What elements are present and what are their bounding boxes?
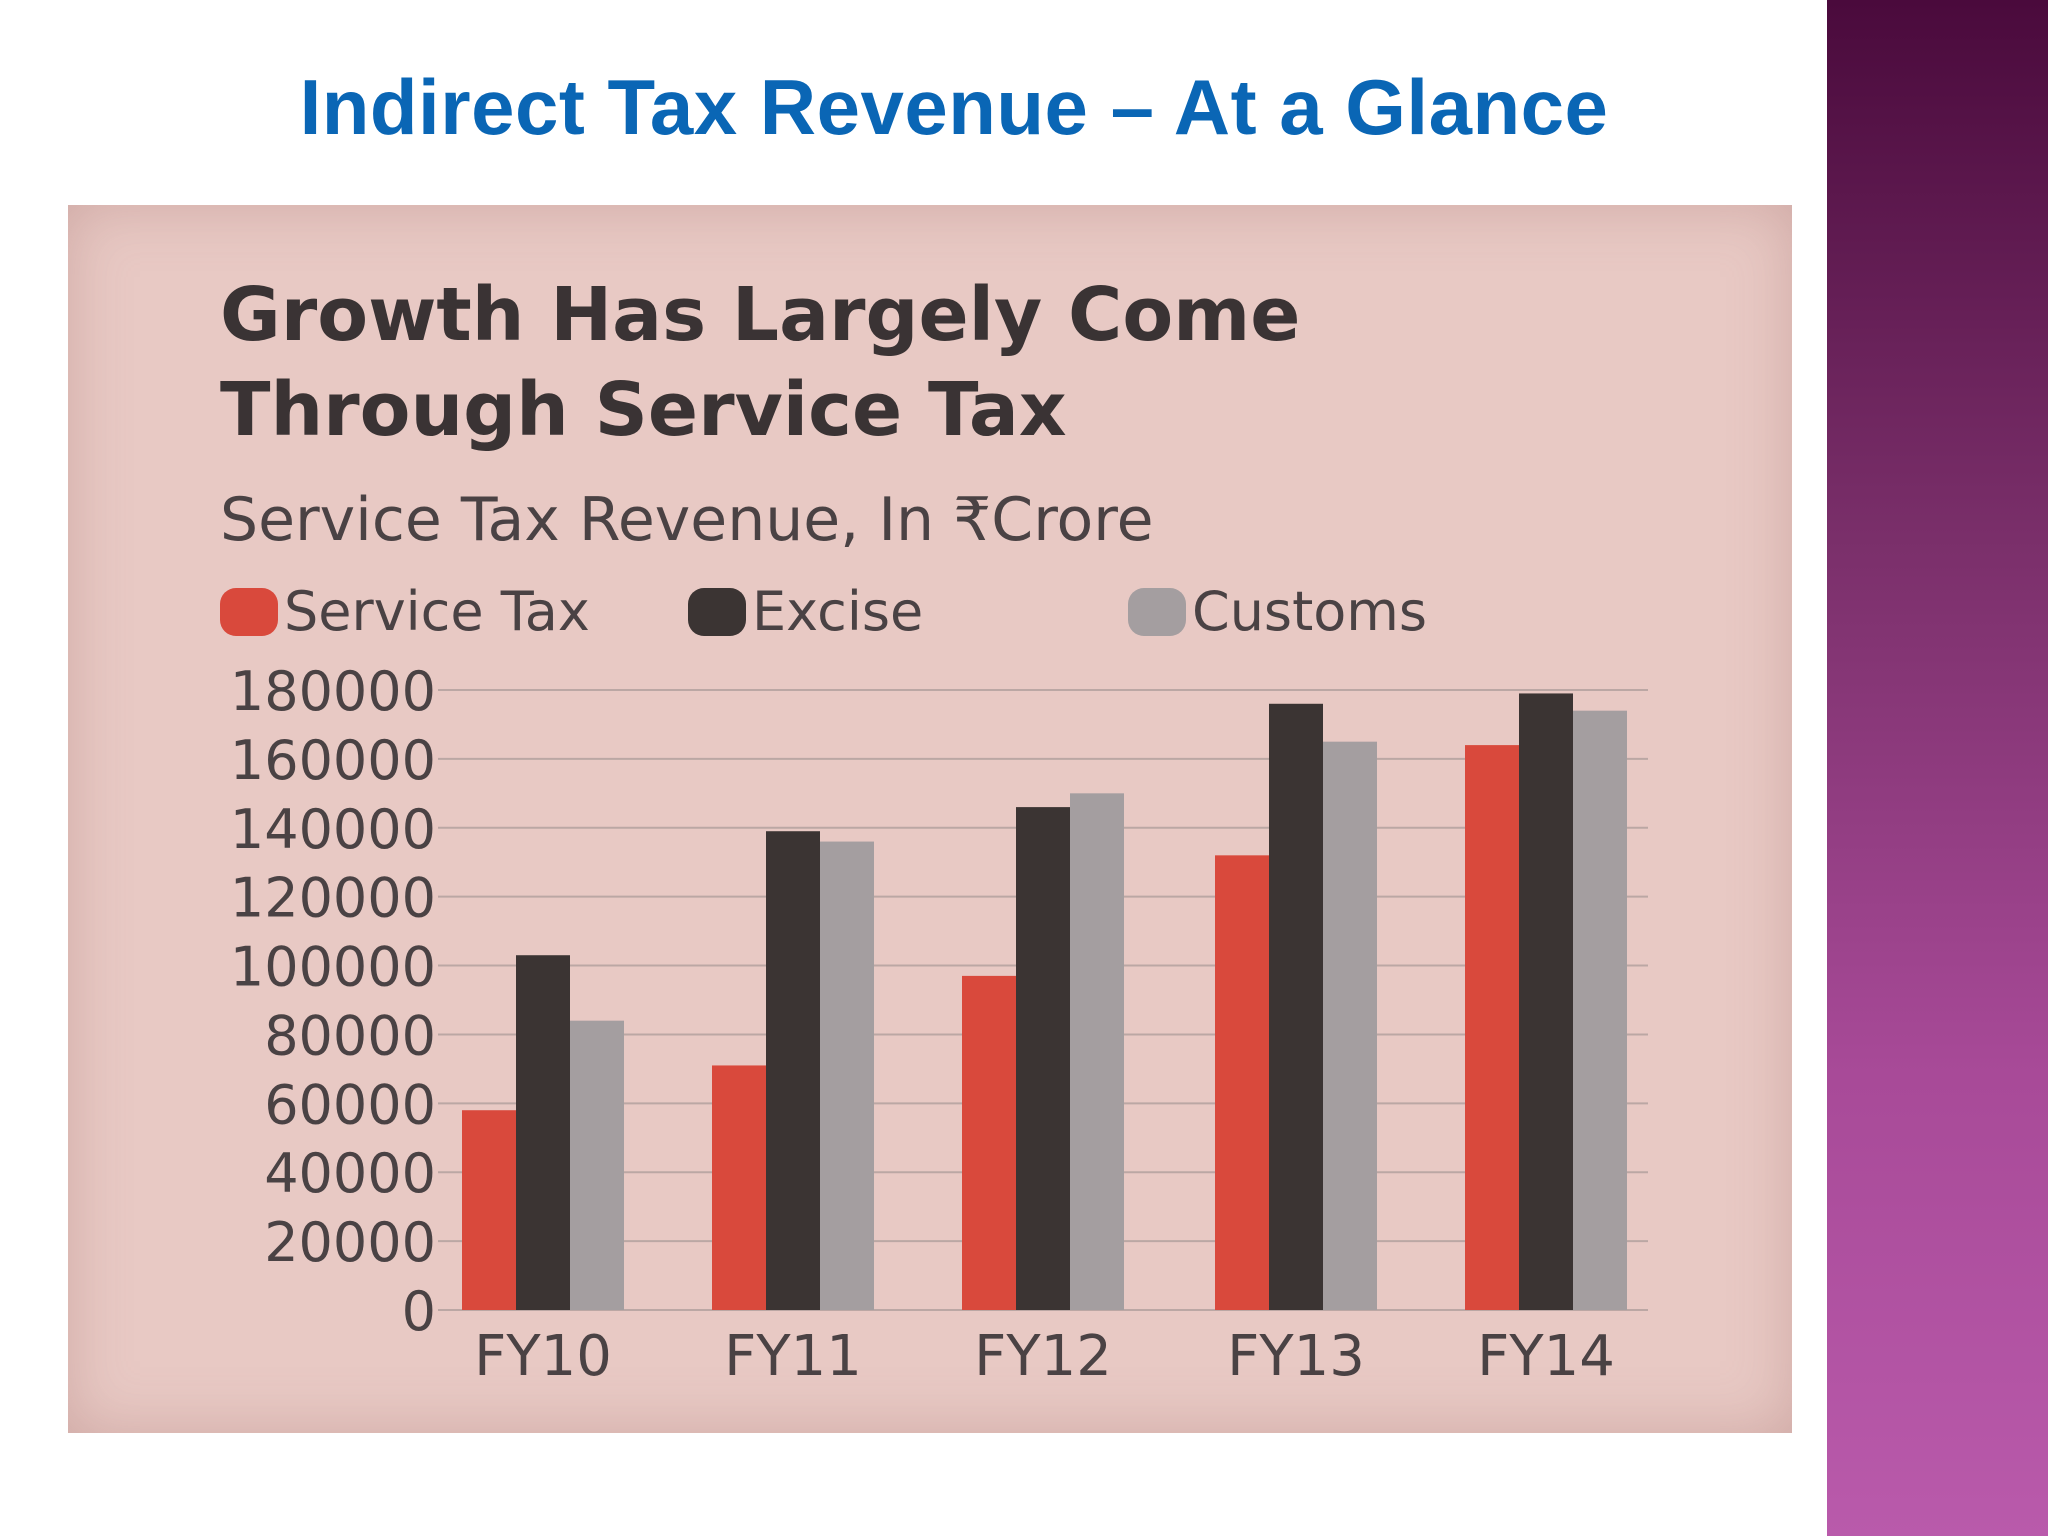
bar-customs-fy14: [1573, 710, 1627, 1310]
x-category-label: FY13: [1227, 1324, 1365, 1389]
slide-title: Indirect Tax Revenue – At a Glance: [299, 63, 1609, 151]
y-tick-label: 0: [402, 1280, 436, 1343]
bar-chart: Growth Has Largely Come Through Service …: [220, 272, 1648, 1389]
decorative-side-band: [1827, 0, 2048, 1536]
chart-bars: [462, 693, 1627, 1310]
y-tick-label: 100000: [230, 936, 436, 999]
y-tick-label: 40000: [264, 1142, 436, 1205]
bar-excise-fy11: [766, 831, 820, 1310]
chart-subtitle: Service Tax Revenue, In ₹Crore: [220, 485, 1154, 555]
x-category-label: FY14: [1477, 1324, 1615, 1389]
y-tick-label: 20000: [264, 1211, 436, 1274]
chart-legend: Service Tax Excise Customs: [220, 580, 1427, 643]
legend-label-2: Customs: [1192, 580, 1427, 643]
y-tick-label: 140000: [230, 798, 436, 861]
newspaper-chart-clipping: Growth Has Largely Come Through Service …: [68, 205, 1792, 1433]
chart-title-line-2: Through Service Tax: [220, 367, 1067, 453]
legend-label-1: Excise: [752, 580, 923, 643]
x-axis-categories: FY10 FY11 FY12 FY13 FY14: [474, 1324, 1615, 1389]
x-category-label: FY11: [724, 1324, 862, 1389]
bar-customs-fy10: [570, 1020, 624, 1310]
bar-service-tax-fy12: [962, 975, 1016, 1310]
legend-label-0: Service Tax: [284, 580, 590, 643]
legend-swatch-2: [1128, 588, 1186, 636]
y-tick-label: 180000: [230, 660, 436, 723]
bar-excise-fy10: [516, 955, 570, 1310]
bar-service-tax-fy13: [1215, 855, 1269, 1310]
bar-customs-fy11: [820, 841, 874, 1310]
x-category-label: FY12: [974, 1324, 1112, 1389]
legend-swatch-0: [220, 588, 278, 636]
bar-customs-fy12: [1070, 793, 1124, 1310]
legend-swatch-1: [688, 588, 746, 636]
bar-service-tax-fy14: [1465, 745, 1519, 1310]
chart-title-line-1: Growth Has Largely Come: [220, 272, 1300, 358]
bar-service-tax-fy11: [712, 1065, 766, 1310]
y-tick-label: 160000: [230, 729, 436, 792]
y-tick-label: 60000: [264, 1073, 436, 1136]
bar-excise-fy13: [1269, 703, 1323, 1310]
y-tick-label: 120000: [230, 867, 436, 930]
y-tick-label: 80000: [264, 1004, 436, 1067]
bar-excise-fy14: [1519, 693, 1573, 1310]
bar-service-tax-fy10: [462, 1110, 516, 1310]
bar-customs-fy13: [1323, 741, 1377, 1310]
y-axis-ticks: 1800001600001400001200001000008000060000…: [230, 660, 436, 1343]
bar-excise-fy12: [1016, 807, 1070, 1310]
x-category-label: FY10: [474, 1324, 612, 1389]
